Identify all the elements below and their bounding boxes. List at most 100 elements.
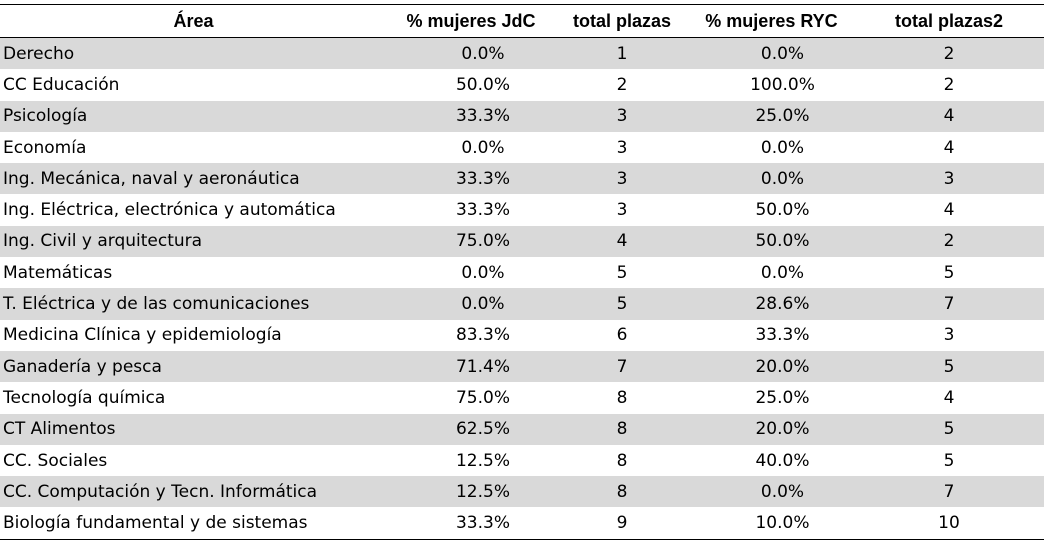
cell-pct-women-ryc: 28.6% (689, 288, 854, 320)
cell-pct-women-jdc: 33.3% (387, 163, 555, 195)
cell-pct-women-ryc: 25.0% (755, 387, 810, 408)
cell-pct-women-jdc: 0.0% (461, 262, 505, 283)
cell-total-plazas2: 4 (854, 100, 1044, 132)
header-area[interactable]: Área (0, 4, 387, 38)
cell-total-plazas2: 2 (854, 225, 1044, 258)
cell-total-plazas2: 2 (854, 37, 1044, 70)
cell-total-plazas2: 4 (943, 137, 955, 158)
table-row: Ing. Eléctrica, electrónica y automática… (0, 194, 1044, 225)
cell-pct-women-jdc: 33.3% (455, 200, 510, 221)
cell-total-plazas: 2 (616, 74, 628, 95)
cell-pct-women-jdc: 33.3% (387, 507, 555, 540)
cell-pct-women-jdc: 75.0% (387, 225, 555, 258)
cell-pct-women-ryc: 20.0% (689, 350, 854, 383)
cell-pct-women-ryc: 50.0% (689, 225, 854, 258)
cell-area: CT Alimentos (0, 413, 387, 445)
cell-total-plazas2: 4 (943, 200, 955, 221)
cell-area: Matemáticas (3, 262, 113, 283)
cell-total-plazas: 3 (555, 163, 689, 195)
cell-pct-women-ryc: 50.0% (755, 200, 810, 221)
cell-area: Tecnología química (3, 387, 166, 408)
cell-total-plazas: 5 (616, 262, 628, 283)
cell-pct-women-ryc: 10.0% (689, 507, 854, 540)
cell-area: Economía (3, 137, 87, 158)
table-row: Tecnología química 75.0% 8 25.0% 4 (0, 382, 1044, 413)
cell-area: T. Eléctrica y de las comunicaciones (0, 288, 387, 320)
table-row: CC. Computación y Tecn. Informática 12.5%… (0, 476, 1044, 508)
table-row: CT Alimentos 62.5% 8 20.0% 5 (0, 413, 1044, 445)
cell-pct-women-jdc: 0.0% (461, 137, 505, 158)
cell-pct-women-jdc: 0.0% (387, 288, 555, 320)
table-row: CC. Sociales 12.5% 8 40.0% 5 (0, 445, 1044, 476)
header-total-plazas2[interactable]: total plazas2 (854, 4, 1044, 38)
cell-pct-women-ryc: 33.3% (755, 325, 810, 346)
cell-pct-women-ryc: 25.0% (689, 100, 854, 132)
cell-total-plazas: 7 (555, 350, 689, 383)
cell-pct-women-jdc: 83.3% (455, 325, 510, 346)
cell-pct-women-ryc: 0.0% (689, 163, 854, 195)
cell-area: Ganadería y pesca (0, 350, 387, 383)
cell-area: CC. Sociales (3, 450, 108, 471)
table-header: Área % mujeres JdC total plazas % mujere… (0, 4, 1044, 38)
data-table-container: Área % mujeres JdC total plazas % mujere… (0, 4, 1044, 540)
table-row: CC Educación 50.0% 2 100.0% 2 (0, 69, 1044, 100)
cell-pct-women-jdc: 75.0% (455, 387, 510, 408)
cell-pct-women-ryc: 0.0% (689, 37, 854, 70)
cell-pct-women-ryc: 0.0% (689, 476, 854, 508)
cell-total-plazas: 1 (555, 37, 689, 70)
table-row: Economía 0.0% 3 0.0% 4 (0, 132, 1044, 163)
table-row: Ing. Mecánica, naval y aeronáutica 33.3% 3… (0, 163, 1044, 195)
cell-total-plazas2: 10 (854, 507, 1044, 540)
cell-total-plazas2: 2 (943, 74, 955, 95)
header-total-plazas[interactable]: total plazas (555, 4, 689, 38)
cell-pct-women-jdc: 0.0% (387, 37, 555, 70)
table-row: Ganadería y pesca 71.4% 7 20.0% 5 (0, 350, 1044, 383)
header-row: Área % mujeres JdC total plazas % mujere… (0, 4, 1044, 38)
cell-total-plazas: 4 (555, 225, 689, 258)
header-pct-women-jdc[interactable]: % mujeres JdC (387, 4, 555, 38)
table-row: Medicina Clínica y epidemiología 83.3% 6 33… (0, 320, 1044, 351)
cell-total-plazas: 8 (616, 450, 628, 471)
cell-pct-women-jdc: 12.5% (455, 450, 510, 471)
cell-pct-women-jdc: 12.5% (387, 476, 555, 508)
table-row: Matemáticas 0.0% 5 0.0% 5 (0, 257, 1044, 288)
cell-total-plazas2: 3 (854, 163, 1044, 195)
cell-total-plazas2: 5 (854, 350, 1044, 383)
cell-total-plazas: 3 (616, 137, 628, 158)
cell-total-plazas: 6 (616, 325, 628, 346)
cell-total-plazas2: 4 (943, 387, 955, 408)
header-pct-women-ryc[interactable]: % mujeres RYC (689, 4, 854, 38)
table-row: T. Eléctrica y de las comunicaciones 0.0%… (0, 288, 1044, 320)
table-row: Ing. Civil y arquitectura 75.0% 4 50.0% 2 (0, 225, 1044, 258)
cell-pct-women-ryc: 100.0% (750, 74, 815, 95)
table-row: Derecho 0.0% 1 0.0% 2 (0, 37, 1044, 70)
cell-total-plazas2: 7 (854, 476, 1044, 508)
cell-area: CC. Computación y Tecn. Informática (0, 476, 387, 508)
cell-pct-women-jdc: 62.5% (387, 413, 555, 445)
cell-pct-women-jdc: 71.4% (387, 350, 555, 383)
cell-pct-women-jdc: 50.0% (455, 74, 510, 95)
cell-total-plazas2: 5 (943, 450, 955, 471)
cell-total-plazas2: 3 (943, 325, 955, 346)
table-row: Psicología 33.3% 3 25.0% 4 (0, 100, 1044, 132)
cell-pct-women-ryc: 20.0% (689, 413, 854, 445)
cell-pct-women-ryc: 0.0% (760, 262, 805, 283)
cell-total-plazas: 8 (555, 476, 689, 508)
cell-total-plazas: 3 (555, 100, 689, 132)
cell-area: CC Educación (3, 74, 120, 95)
cell-area: Psicología (0, 100, 387, 132)
table-body: Derecho 0.0% 1 0.0% 2 CC Educación 50.0% 2 100.0… (0, 37, 1044, 540)
cell-total-plazas: 8 (616, 387, 628, 408)
cell-pct-women-jdc: 33.3% (387, 100, 555, 132)
cell-total-plazas2: 7 (854, 288, 1044, 320)
cell-total-plazas: 3 (616, 200, 628, 221)
cell-area: Derecho (0, 37, 387, 70)
cell-total-plazas: 5 (555, 288, 689, 320)
cell-area: Biología fundamental y de sistemas (0, 507, 387, 540)
cell-area: Ing. Eléctrica, electrónica y automática (3, 200, 336, 221)
cell-pct-women-ryc: 0.0% (760, 137, 805, 158)
cell-total-plazas2: 5 (943, 262, 955, 283)
data-table: Área % mujeres JdC total plazas % mujere… (0, 4, 1044, 540)
cell-total-plazas2: 5 (854, 413, 1044, 445)
cell-total-plazas: 9 (555, 507, 689, 540)
